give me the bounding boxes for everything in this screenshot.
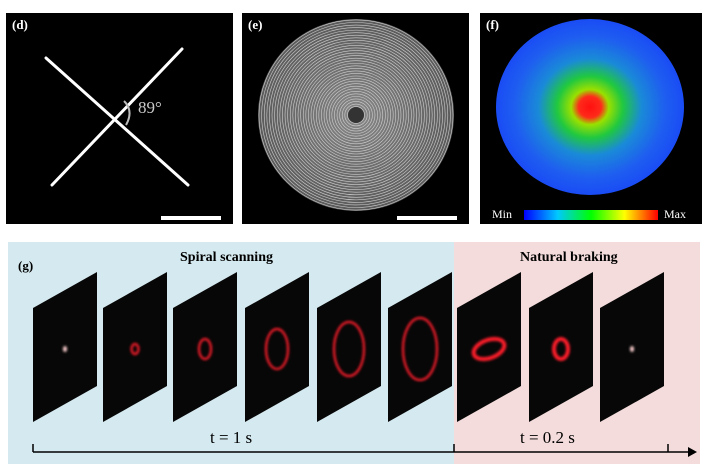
frame [388, 272, 452, 422]
colorbar-max: Max [664, 207, 686, 221]
section-natural-braking: Natural braking [520, 250, 618, 265]
intensity-map [496, 19, 684, 195]
spiral-pattern [258, 19, 454, 211]
light-ring [332, 320, 366, 378]
crossed-lines [44, 47, 190, 187]
panel-g-label: (g) [18, 258, 34, 273]
light-ring [471, 336, 507, 362]
panel-d: (d) 89° [6, 13, 233, 224]
scale-bar-e [397, 216, 457, 220]
frame [103, 272, 167, 422]
frame [457, 272, 521, 422]
frame [317, 272, 381, 422]
colorbar-min: Min [492, 207, 513, 221]
light-ring [130, 342, 140, 356]
light-ring [63, 346, 67, 352]
section-spiral-scanning: Spiral scanning [180, 250, 273, 265]
colorbar [524, 210, 658, 220]
scale-bar-d [161, 216, 221, 220]
panel-f: (f) Min Max [480, 13, 702, 224]
light-ring [401, 316, 439, 382]
light-ring [552, 337, 570, 361]
panel-e: (e) [242, 13, 469, 224]
panel-d-label: (d) [12, 17, 28, 32]
time-label-left: t = 1 s [210, 428, 253, 447]
panel-f-label: (f) [486, 17, 499, 32]
light-ring [197, 337, 213, 361]
light-ring [264, 327, 290, 371]
frame [529, 272, 593, 422]
angle-text: 89° [138, 98, 162, 117]
light-ring [630, 346, 634, 352]
frame [245, 272, 309, 422]
time-label-right: t = 0.2 s [520, 428, 575, 447]
panel-e-label: (e) [248, 17, 263, 32]
frame [173, 272, 237, 422]
